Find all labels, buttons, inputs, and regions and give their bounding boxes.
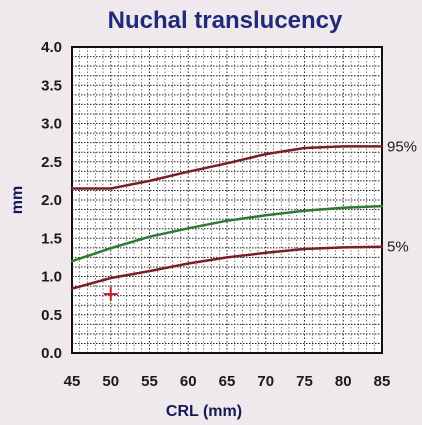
x-axis-ticks: 45 50 55 60 65 70 75 80 85	[64, 373, 391, 390]
y-tick-label: 1.0	[41, 269, 62, 286]
series-line-1	[70, 145, 384, 190]
y-tick-label: 4.0	[41, 39, 62, 56]
series-label: 95%	[387, 138, 417, 155]
grid-lines	[72, 47, 382, 353]
y-tick-label: 2.0	[41, 192, 62, 209]
x-tick-label: 45	[64, 373, 81, 390]
x-tick-label: 50	[102, 373, 119, 390]
measurement-marker	[103, 287, 118, 302]
series-layer	[70, 145, 384, 290]
x-axis-label: CRL (mm)	[166, 403, 242, 420]
y-tick-label: 2.5	[41, 154, 62, 171]
series-label: 5%	[387, 239, 409, 256]
y-tick-label: 0.5	[41, 307, 62, 324]
y-tick-label: 3.0	[41, 116, 62, 133]
y-tick-label: 1.5	[41, 230, 62, 247]
series-line-2	[70, 204, 384, 263]
y-axis-ticks: 0.0 0.5 1.0 1.5 2.0 2.5 3.0 3.5 4.0	[41, 39, 62, 362]
y-tick-label: 0.0	[41, 345, 62, 362]
y-axis-label: mm	[9, 186, 26, 214]
x-tick-label: 65	[219, 373, 236, 390]
x-tick-label: 55	[141, 373, 158, 390]
series-labels: 95% 5%	[387, 138, 417, 255]
y-tick-label: 3.5	[41, 77, 62, 94]
x-tick-label: 75	[296, 373, 313, 390]
marker-layer	[103, 287, 118, 302]
chart-title: Nuchal translucency	[108, 7, 343, 34]
x-tick-label: 80	[335, 373, 352, 390]
x-tick-label: 85	[374, 373, 391, 390]
x-tick-label: 60	[180, 373, 197, 390]
series-line-3	[70, 245, 384, 290]
x-tick-label: 70	[257, 373, 274, 390]
